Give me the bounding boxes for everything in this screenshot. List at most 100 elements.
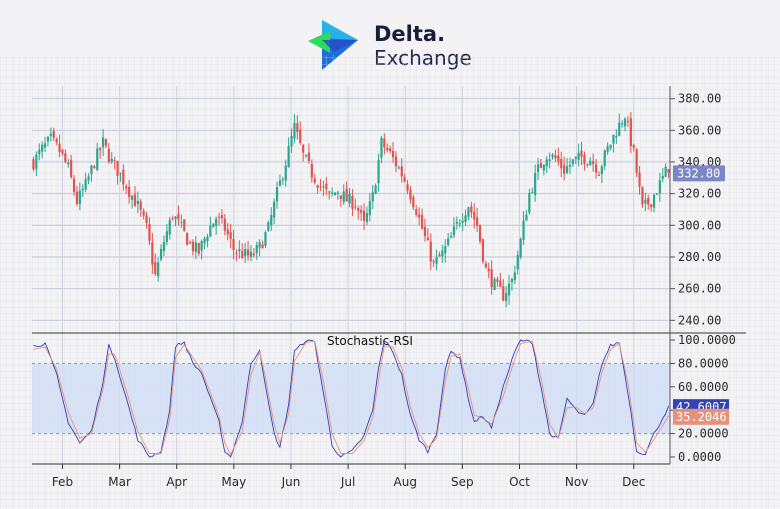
candle-body [507, 283, 511, 296]
candle-body [151, 242, 154, 265]
candle-body [528, 193, 531, 213]
candle-body [75, 191, 79, 204]
candle-body [510, 279, 514, 283]
candle-body [658, 180, 661, 194]
candle-body [586, 164, 589, 166]
candle-body [464, 215, 467, 222]
x-tick-label: Apr [166, 475, 187, 489]
candle-body [267, 222, 270, 231]
candle-body [536, 164, 540, 173]
candle-body [162, 241, 166, 252]
candle-body [391, 150, 395, 158]
candle-body [180, 221, 183, 223]
candle-body [394, 156, 398, 167]
candle-body [612, 134, 615, 144]
candle-body [389, 148, 392, 152]
candle-body [174, 216, 177, 219]
candle-body [667, 169, 670, 173]
candle-body [113, 160, 116, 162]
x-axis: Feb Mar Apr May Jun Jul Aug Sep Oct Nov Dec [32, 463, 670, 489]
candle-body [444, 245, 447, 254]
candle-body [354, 206, 357, 208]
candle-body [484, 263, 487, 268]
candle-body [473, 211, 476, 220]
candle-body [600, 166, 603, 175]
candle-body [531, 191, 534, 193]
candle-body [557, 155, 560, 162]
candle-body [46, 136, 50, 142]
candle-body [136, 200, 139, 205]
candle-body [183, 219, 186, 231]
price-tick-label: 280.00 [678, 250, 721, 264]
x-tick-label: Jul [340, 475, 355, 489]
candle-body [316, 185, 319, 188]
x-tick-label: Dec [622, 475, 645, 489]
candle-body [325, 183, 328, 190]
candle-body [209, 226, 212, 237]
candle-body [455, 221, 458, 224]
candle-body [255, 244, 258, 254]
candle-body [220, 215, 224, 219]
osc-tick-label: 20.0000 [678, 427, 729, 441]
candle-body [104, 138, 108, 146]
candle-body [423, 227, 427, 237]
candle-body [502, 286, 505, 301]
candle-body [177, 214, 180, 220]
candle-body [426, 237, 429, 241]
candle-body [249, 251, 253, 257]
candle-body [229, 231, 232, 239]
candle-body [93, 166, 96, 169]
candle-body [32, 159, 35, 170]
candle-body [188, 242, 192, 244]
candle-body [244, 248, 247, 257]
candle-body [58, 143, 61, 152]
candle-body [574, 156, 577, 159]
candle-body [592, 161, 595, 164]
candle-body [322, 186, 325, 188]
candle-body [487, 268, 490, 272]
candle-body [420, 215, 424, 229]
candle-body [418, 214, 421, 218]
d-value-label: 35.2046 [676, 410, 727, 424]
candle-body [49, 133, 52, 136]
candle-body [563, 165, 566, 174]
candle-body [281, 179, 284, 181]
candle-body [81, 189, 84, 191]
candle-body [632, 144, 635, 148]
candle-body [287, 145, 290, 168]
candle-body [130, 195, 134, 200]
candle-body [313, 178, 316, 183]
candle-body [168, 219, 171, 235]
candle-body [589, 160, 592, 166]
candle-body [519, 238, 522, 258]
candle-body [481, 239, 485, 262]
price-tick-label: 360.00 [678, 123, 721, 137]
candle-body [577, 152, 580, 160]
candle-body [336, 192, 340, 194]
candle-body [647, 198, 650, 205]
candle-body [626, 120, 630, 122]
candle-body [449, 236, 453, 238]
candle-body [223, 218, 226, 231]
price-tick-label: 320.00 [678, 187, 721, 201]
candle-body [110, 158, 113, 162]
x-tick-label: Sep [451, 475, 474, 489]
candle-body [246, 249, 250, 256]
candle-body [348, 194, 351, 204]
candle-body [655, 193, 659, 195]
candle-body [72, 178, 76, 192]
candle-body [339, 195, 342, 200]
candle-body [461, 220, 464, 223]
oscillator-title: Stochastic-RSI [327, 334, 413, 348]
candle-body [435, 257, 438, 264]
osc-tick-label: 80.0000 [678, 356, 729, 370]
candle-body [641, 186, 644, 205]
candle-body [357, 208, 360, 212]
candle-body [107, 148, 110, 162]
candle-body [542, 164, 545, 171]
candle-body [122, 169, 125, 185]
candle-body [206, 236, 209, 242]
candle-body [52, 131, 55, 138]
candle-body [470, 206, 473, 213]
